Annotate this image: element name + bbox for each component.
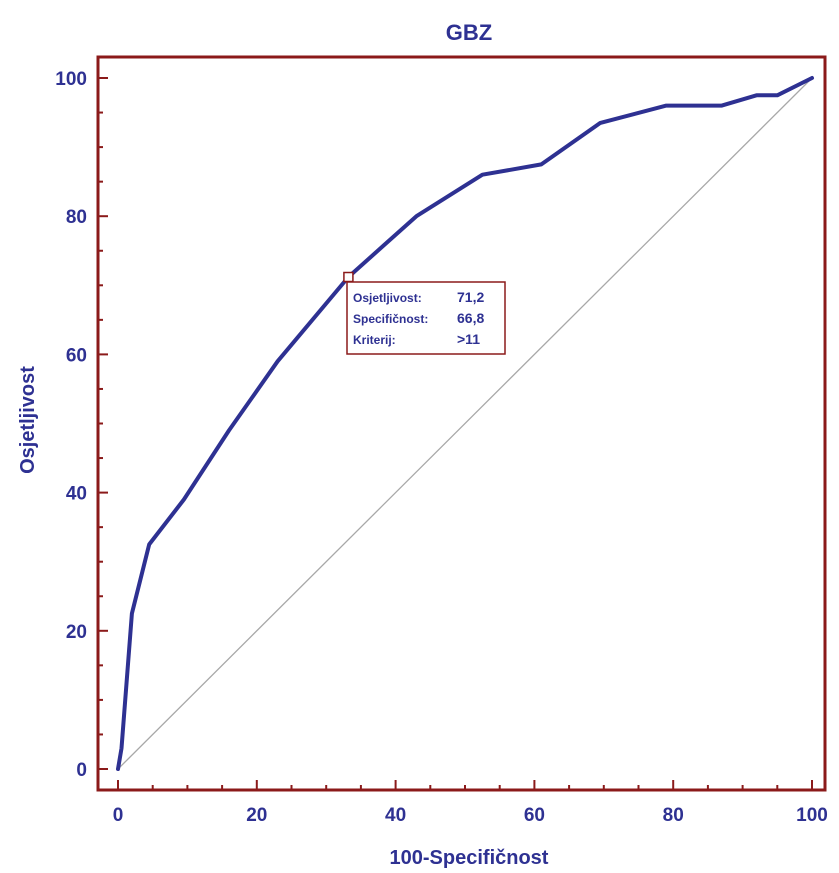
annotation-box: Osjetljivost: 71,2 Specifičnost: 66,8 Kriter… — [343, 271, 506, 355]
x-tick-label: 40 — [385, 805, 406, 826]
y-tick-label: 80 — [66, 207, 87, 228]
annotation-value: 66,8 — [457, 310, 484, 326]
x-axis-ticks: 0 20 40 60 80 100 — [113, 780, 828, 826]
annotation-point-marker — [343, 271, 354, 283]
roc-curve-line — [116, 76, 814, 771]
reference-diagonal-line — [117, 77, 813, 770]
annotation-value: >11 — [457, 331, 480, 347]
x-tick-label: 80 — [663, 805, 684, 826]
x-tick-label: 0 — [113, 805, 124, 826]
annotation-label: Kriterij: — [353, 333, 396, 347]
annotation-label: Osjetljivost: — [353, 291, 422, 305]
annotation-value: 71,2 — [457, 289, 484, 305]
y-tick-label: 60 — [66, 345, 87, 366]
x-tick-label: 60 — [524, 805, 545, 826]
chart-title: GBZ — [446, 20, 492, 45]
y-axis-ticks: 0 20 40 60 80 100 — [55, 69, 108, 781]
x-tick-label: 20 — [246, 805, 267, 826]
annotation-label: Specifičnost: — [353, 312, 428, 326]
annotation-frame — [346, 281, 506, 355]
annotation-rows: Osjetljivost: 71,2 Specifičnost: 66,8 Kriter… — [353, 289, 484, 347]
x-axis-label: 100-Specifičnost — [390, 847, 549, 869]
y-axis-label: Osjetljivost — [17, 366, 39, 474]
y-tick-label: 40 — [66, 484, 87, 505]
y-tick-label: 100 — [55, 69, 87, 90]
y-tick-label: 0 — [76, 760, 87, 781]
plot-area — [96, 55, 827, 792]
y-tick-label: 20 — [66, 622, 87, 643]
x-tick-label: 100 — [796, 805, 828, 826]
